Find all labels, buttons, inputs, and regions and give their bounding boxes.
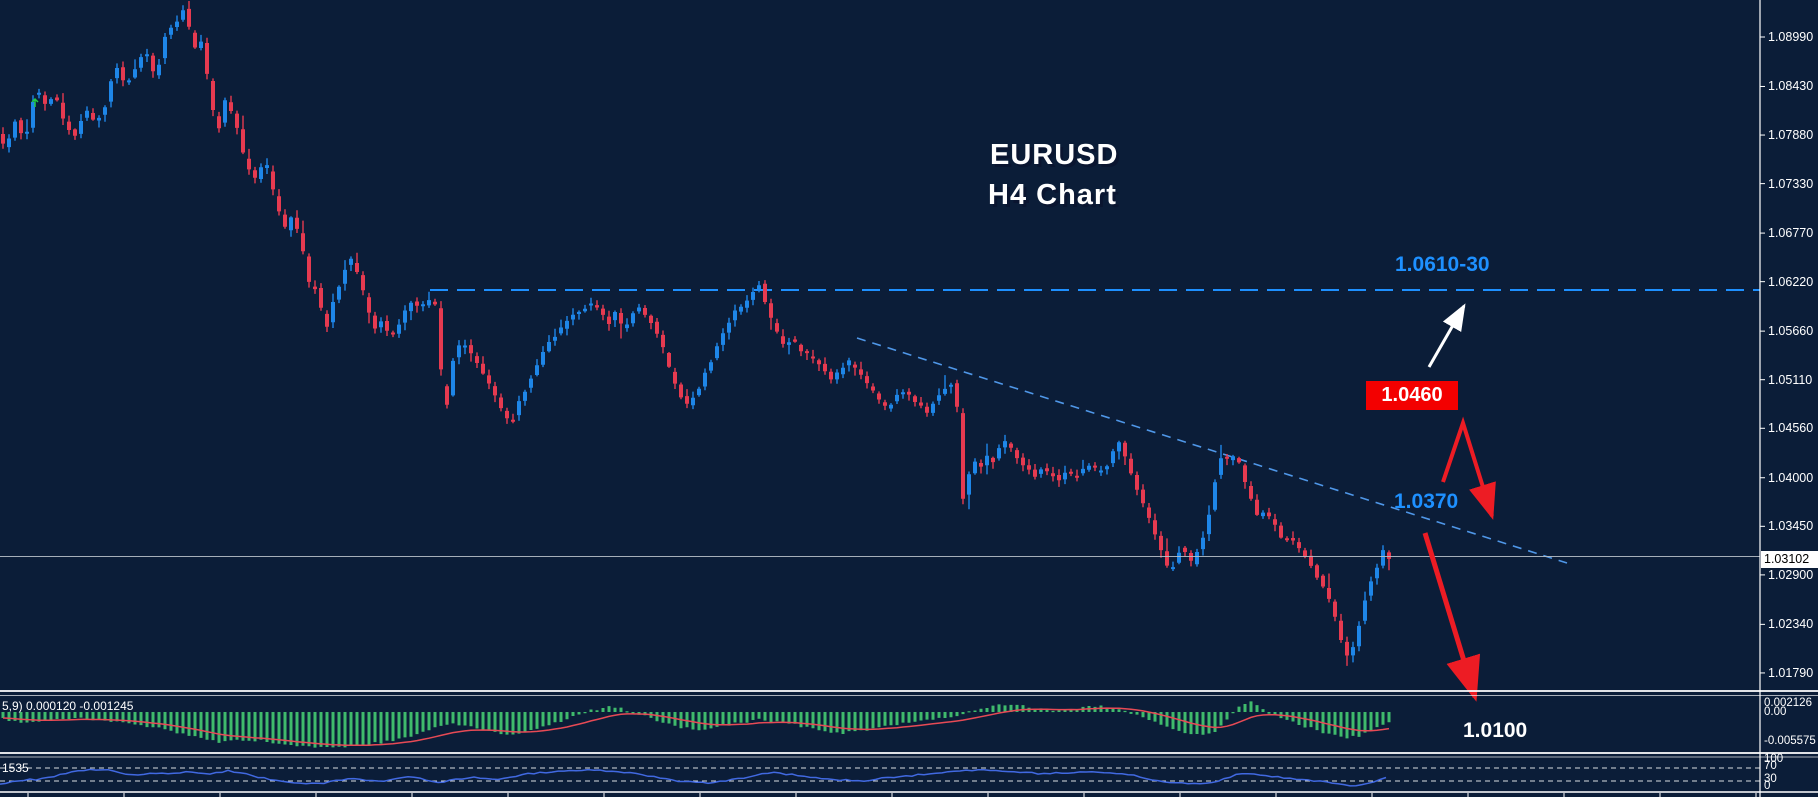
price-tick-label: 1.07880	[1768, 128, 1814, 143]
price-tick-label: 1.05660	[1768, 324, 1814, 339]
macd-indicator-label: 5,9) 0.000120 -0.001245	[2, 699, 134, 713]
price-tick-label: 1.05110	[1768, 372, 1813, 387]
price-tick-label: 1.08990	[1768, 30, 1814, 44]
rsi-panel	[0, 767, 1760, 787]
macd-panel	[1, 701, 1391, 748]
macd-min-label: -0.005575	[1764, 735, 1816, 747]
price-tick-label: 1.04560	[1768, 421, 1814, 436]
main-price-panel	[1, 1, 1760, 666]
white-up-arrow[interactable]	[1427, 303, 1466, 368]
rsi-value-line	[0, 768, 1387, 787]
bull-candle-wicks	[8, 5, 1384, 663]
rsi-level-label: 30	[1764, 773, 1777, 785]
price-tick-label: 1.08430	[1768, 79, 1814, 94]
red-zigzag-arrow[interactable]	[1441, 416, 1496, 520]
red-down-arrow[interactable]	[1422, 532, 1481, 702]
price-tick-label: 1.06220	[1768, 274, 1814, 289]
macd-signal-line	[2, 707, 1390, 747]
rsi-level-label: 0	[1764, 780, 1771, 792]
macd-zero-label: 0.00	[1764, 706, 1787, 718]
target-price-label[interactable]: 1.0100	[1463, 719, 1528, 742]
price-tick-label: 1.04000	[1768, 470, 1814, 485]
chart-title-symbol: EURUSD	[990, 139, 1119, 171]
macd-max-label: 0.002126	[1764, 697, 1812, 709]
price-tick-label: 1.01790	[1768, 665, 1814, 680]
price-tick-label: 1.07330	[1768, 176, 1814, 191]
price-tick-label: 1.06770	[1768, 226, 1814, 241]
green-arrow-marker	[31, 97, 39, 107]
bear-candle-bodies	[1, 8, 1391, 656]
price-tick-label: 1.02340	[1768, 617, 1814, 632]
sell-area-badge[interactable]: 1.0460	[1366, 381, 1458, 410]
bear-candle-wicks	[2, 1, 1390, 666]
rsi-level-label: 100	[1764, 753, 1784, 765]
rsi-level-label: 70	[1764, 760, 1777, 772]
current-price-box: 1.03102	[1761, 551, 1818, 568]
chart-title-timeframe: H4 Chart	[988, 179, 1117, 211]
descending-trendline[interactable]	[856, 337, 1568, 564]
price-tick-label: 1.03450	[1768, 519, 1814, 534]
price-tick-label: 1.02900	[1768, 567, 1814, 582]
annotation-arrows[interactable]	[1422, 303, 1496, 702]
support-level-label[interactable]: 1.0370	[1394, 490, 1459, 513]
axis-ticks	[27, 36, 1765, 797]
rsi-indicator-label: 1535	[2, 761, 29, 775]
resistance-zone-label[interactable]: 1.0610-30	[1395, 253, 1490, 276]
macd-histogram-bars	[1, 701, 1391, 748]
